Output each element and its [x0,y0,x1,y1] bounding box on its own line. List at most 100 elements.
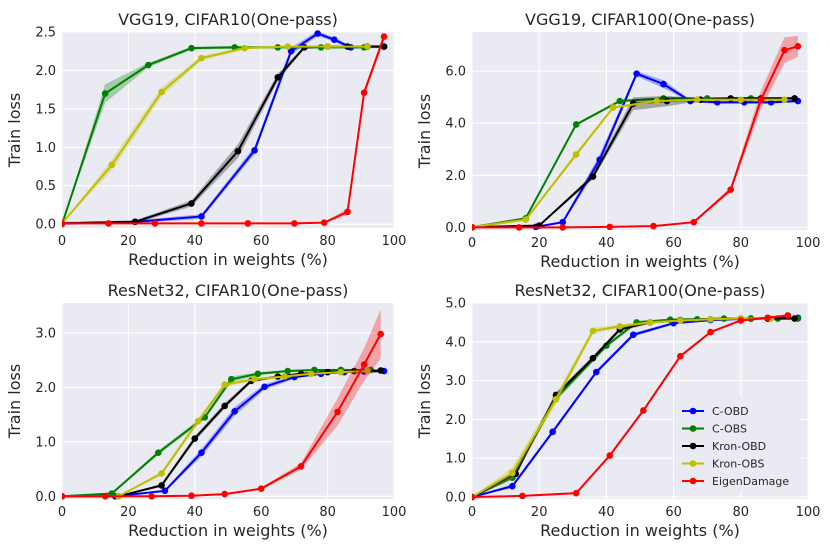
chart-panel-3: 0 20 40 60 80 100 0.0 1.0 2.0 3.0 ResNet32, CIFAR1… [5,281,406,540]
data-point [307,370,315,378]
data-point [509,469,516,477]
y-tick-label: 4.0 [445,335,466,350]
x-tick-label: 20 [120,505,137,520]
legend-marker [689,407,697,415]
y-tick-label: 0.0 [445,221,466,236]
data-point [616,322,624,330]
data-point [522,216,530,223]
x-tick-label: 80 [733,505,750,520]
y-tick-label: 1.5 [35,102,56,117]
y-tick-label: 2.0 [445,169,466,184]
x-tick-label: 100 [796,236,821,251]
y-tick-label: 2.5 [35,26,56,41]
series-eigendamage [62,32,388,227]
series-kron-obs [62,43,371,227]
data-point [334,408,341,416]
series-kron-obs [472,96,788,231]
legend-item-kron-obs: Kron-OBS [682,458,764,471]
data-point [764,314,771,322]
y-tick-label: 3.0 [445,374,466,389]
data-point [559,224,567,231]
data-point [261,383,268,391]
data-point [629,331,637,339]
data-point [509,482,516,490]
legend-item-kron-obd: Kron-OBD [682,440,766,453]
data-point [640,407,647,414]
x-tick-label: 40 [187,505,204,520]
series-line [472,45,799,229]
data-point [360,361,368,368]
data-point [589,173,597,180]
data-point [188,200,195,207]
data-point [324,43,331,50]
data-point [148,492,155,500]
data-point [314,30,321,37]
data-point [101,90,109,97]
series-eigendamage [62,309,385,500]
plot-area [472,32,808,230]
series-group [62,30,388,228]
legend-label: Kron-OBS [712,458,764,471]
y-tick-label: 1.0 [445,452,466,467]
data-point [158,470,165,477]
data-point [781,46,788,54]
data-point [221,490,228,498]
x-axis-label: Reduction in weights (%) [540,521,740,540]
series-eigendamage [472,35,802,231]
x-tick-label: 20 [531,505,548,520]
data-point [198,449,205,457]
data-point [221,402,228,410]
plot-area [62,32,394,228]
data-point [552,395,560,403]
data-point [62,220,66,227]
x-tick-label: 0 [468,236,476,251]
legend: C-OBD C-OBS Kron-OBD Kron-OBS EigenDamage [674,397,800,491]
data-point [589,354,597,362]
data-point [145,61,152,69]
y-axis-label: Train loss [415,94,434,169]
legend-marker [689,460,697,467]
data-point [690,218,698,226]
data-point [251,147,258,154]
x-tick-label: 40 [187,234,204,249]
data-point [472,224,476,231]
series-line [472,314,788,499]
data-point [62,492,66,500]
x-tick-label: 0 [58,505,66,520]
data-point [606,223,614,231]
series-kron-obs [472,315,775,501]
y-tick-label: 2.0 [35,64,56,79]
series-line [62,45,368,225]
gridlines [471,32,809,230]
x-tick-label: 60 [665,236,682,251]
legend-label: EigenDamage [712,475,789,488]
data-point [337,368,345,376]
x-tick-label: 100 [796,505,821,520]
data-point [791,95,798,102]
data-point [241,44,248,52]
data-point [188,44,195,52]
y-tick-label: 0.0 [445,491,466,506]
data-point [377,330,385,338]
x-axis-label: Reduction in weights (%) [540,252,740,271]
data-point [472,493,476,501]
chart-title: ResNet32, CIFAR100(One-pass) [515,281,766,300]
data-point [646,319,654,326]
data-point [291,220,298,227]
series-line [62,370,368,498]
data-point [549,428,556,436]
y-axis-label: Train loss [415,364,434,439]
x-tick-label: 60 [253,505,270,520]
data-point [727,186,735,193]
y-tick-label: 6.0 [445,65,466,80]
y-tick-label: 0.0 [35,218,56,233]
x-tick-label: 0 [468,505,476,520]
y-tick-label: 0.0 [35,490,56,505]
x-tick-label: 80 [319,505,336,520]
data-point [593,368,600,376]
series-group [472,35,802,231]
chart-panel-4: 0 20 40 60 80 100 0.0 1.0 2.0 3.0 4.0 5.0 ResNet32, … [415,281,820,540]
data-point [198,213,205,220]
x-tick-label: 100 [382,234,407,249]
data-point [188,492,195,500]
